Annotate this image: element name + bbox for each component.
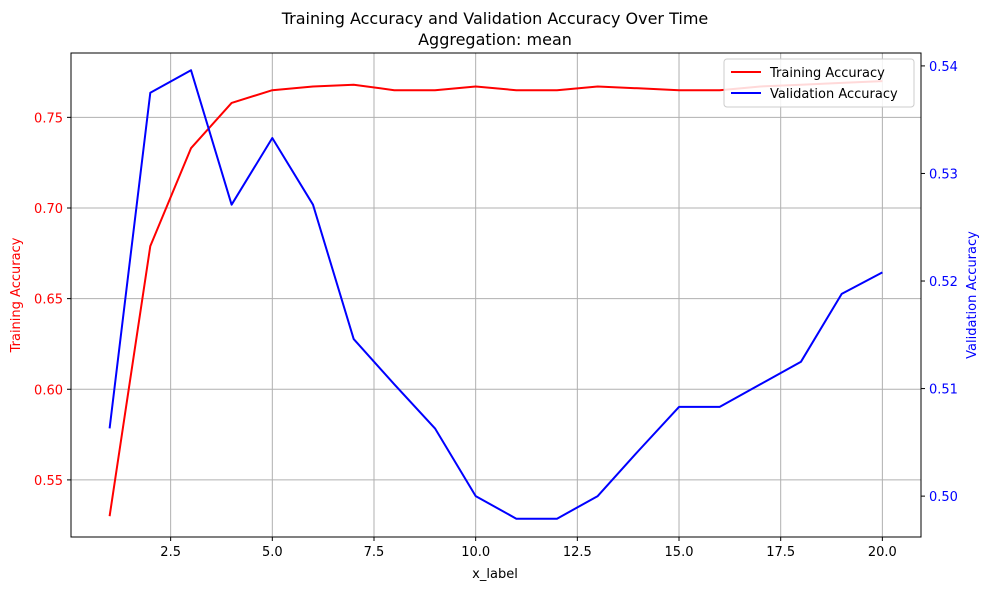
right-y-axis-label: Validation Accuracy [965, 231, 980, 359]
plot-area-frame [70, 52, 922, 538]
left-y-tick-label: 0.55 [34, 474, 63, 489]
right-y-tick-label: 0.52 [929, 275, 958, 290]
x-tick-label: 17.5 [766, 545, 795, 560]
x-tick-label: 12.5 [563, 545, 592, 560]
x-tick-label: 5.0 [262, 545, 283, 560]
left-y-axis-label: Training Accuracy [9, 237, 24, 353]
x-tick-label: 2.5 [160, 545, 181, 560]
x-tick-label: 10.0 [461, 545, 490, 560]
legend-label-validation: Validation Accuracy [770, 87, 898, 102]
x-tick-label: 15.0 [665, 545, 694, 560]
legend-box [723, 58, 915, 108]
left-y-tick-label: 0.75 [34, 111, 63, 126]
x-tick-label: 7.5 [364, 545, 385, 560]
x-axis-label: x_label [472, 567, 518, 582]
left-y-axis-ticks: 0.55 0.60 0.65 0.70 0.75 [34, 111, 71, 489]
chart-subtitle: Aggregation: mean [418, 30, 572, 49]
left-y-tick-label: 0.60 [34, 383, 63, 398]
right-y-tick-label: 0.54 [929, 60, 958, 75]
legend-label-training: Training Accuracy [769, 66, 885, 81]
chart-title: Training Accuracy and Validation Accurac… [281, 9, 709, 28]
right-y-axis-ticks: 0.50 0.51 0.52 0.53 0.54 [921, 60, 958, 505]
legend: Training Accuracy Validation Accuracy [723, 58, 915, 108]
right-y-tick-label: 0.50 [929, 490, 958, 505]
x-axis-ticks: 2.5 5.0 7.5 10.0 12.5 15.0 17.5 20.0 [160, 537, 897, 560]
grid-lines [71, 53, 921, 537]
x-tick-label: 20.0 [868, 545, 897, 560]
left-y-tick-label: 0.65 [34, 293, 63, 308]
series-lines [108, 69, 883, 520]
right-y-tick-label: 0.53 [929, 167, 958, 182]
right-y-tick-label: 0.51 [929, 383, 958, 398]
validation-accuracy-line [108, 69, 883, 520]
left-y-tick-label: 0.70 [34, 202, 63, 217]
